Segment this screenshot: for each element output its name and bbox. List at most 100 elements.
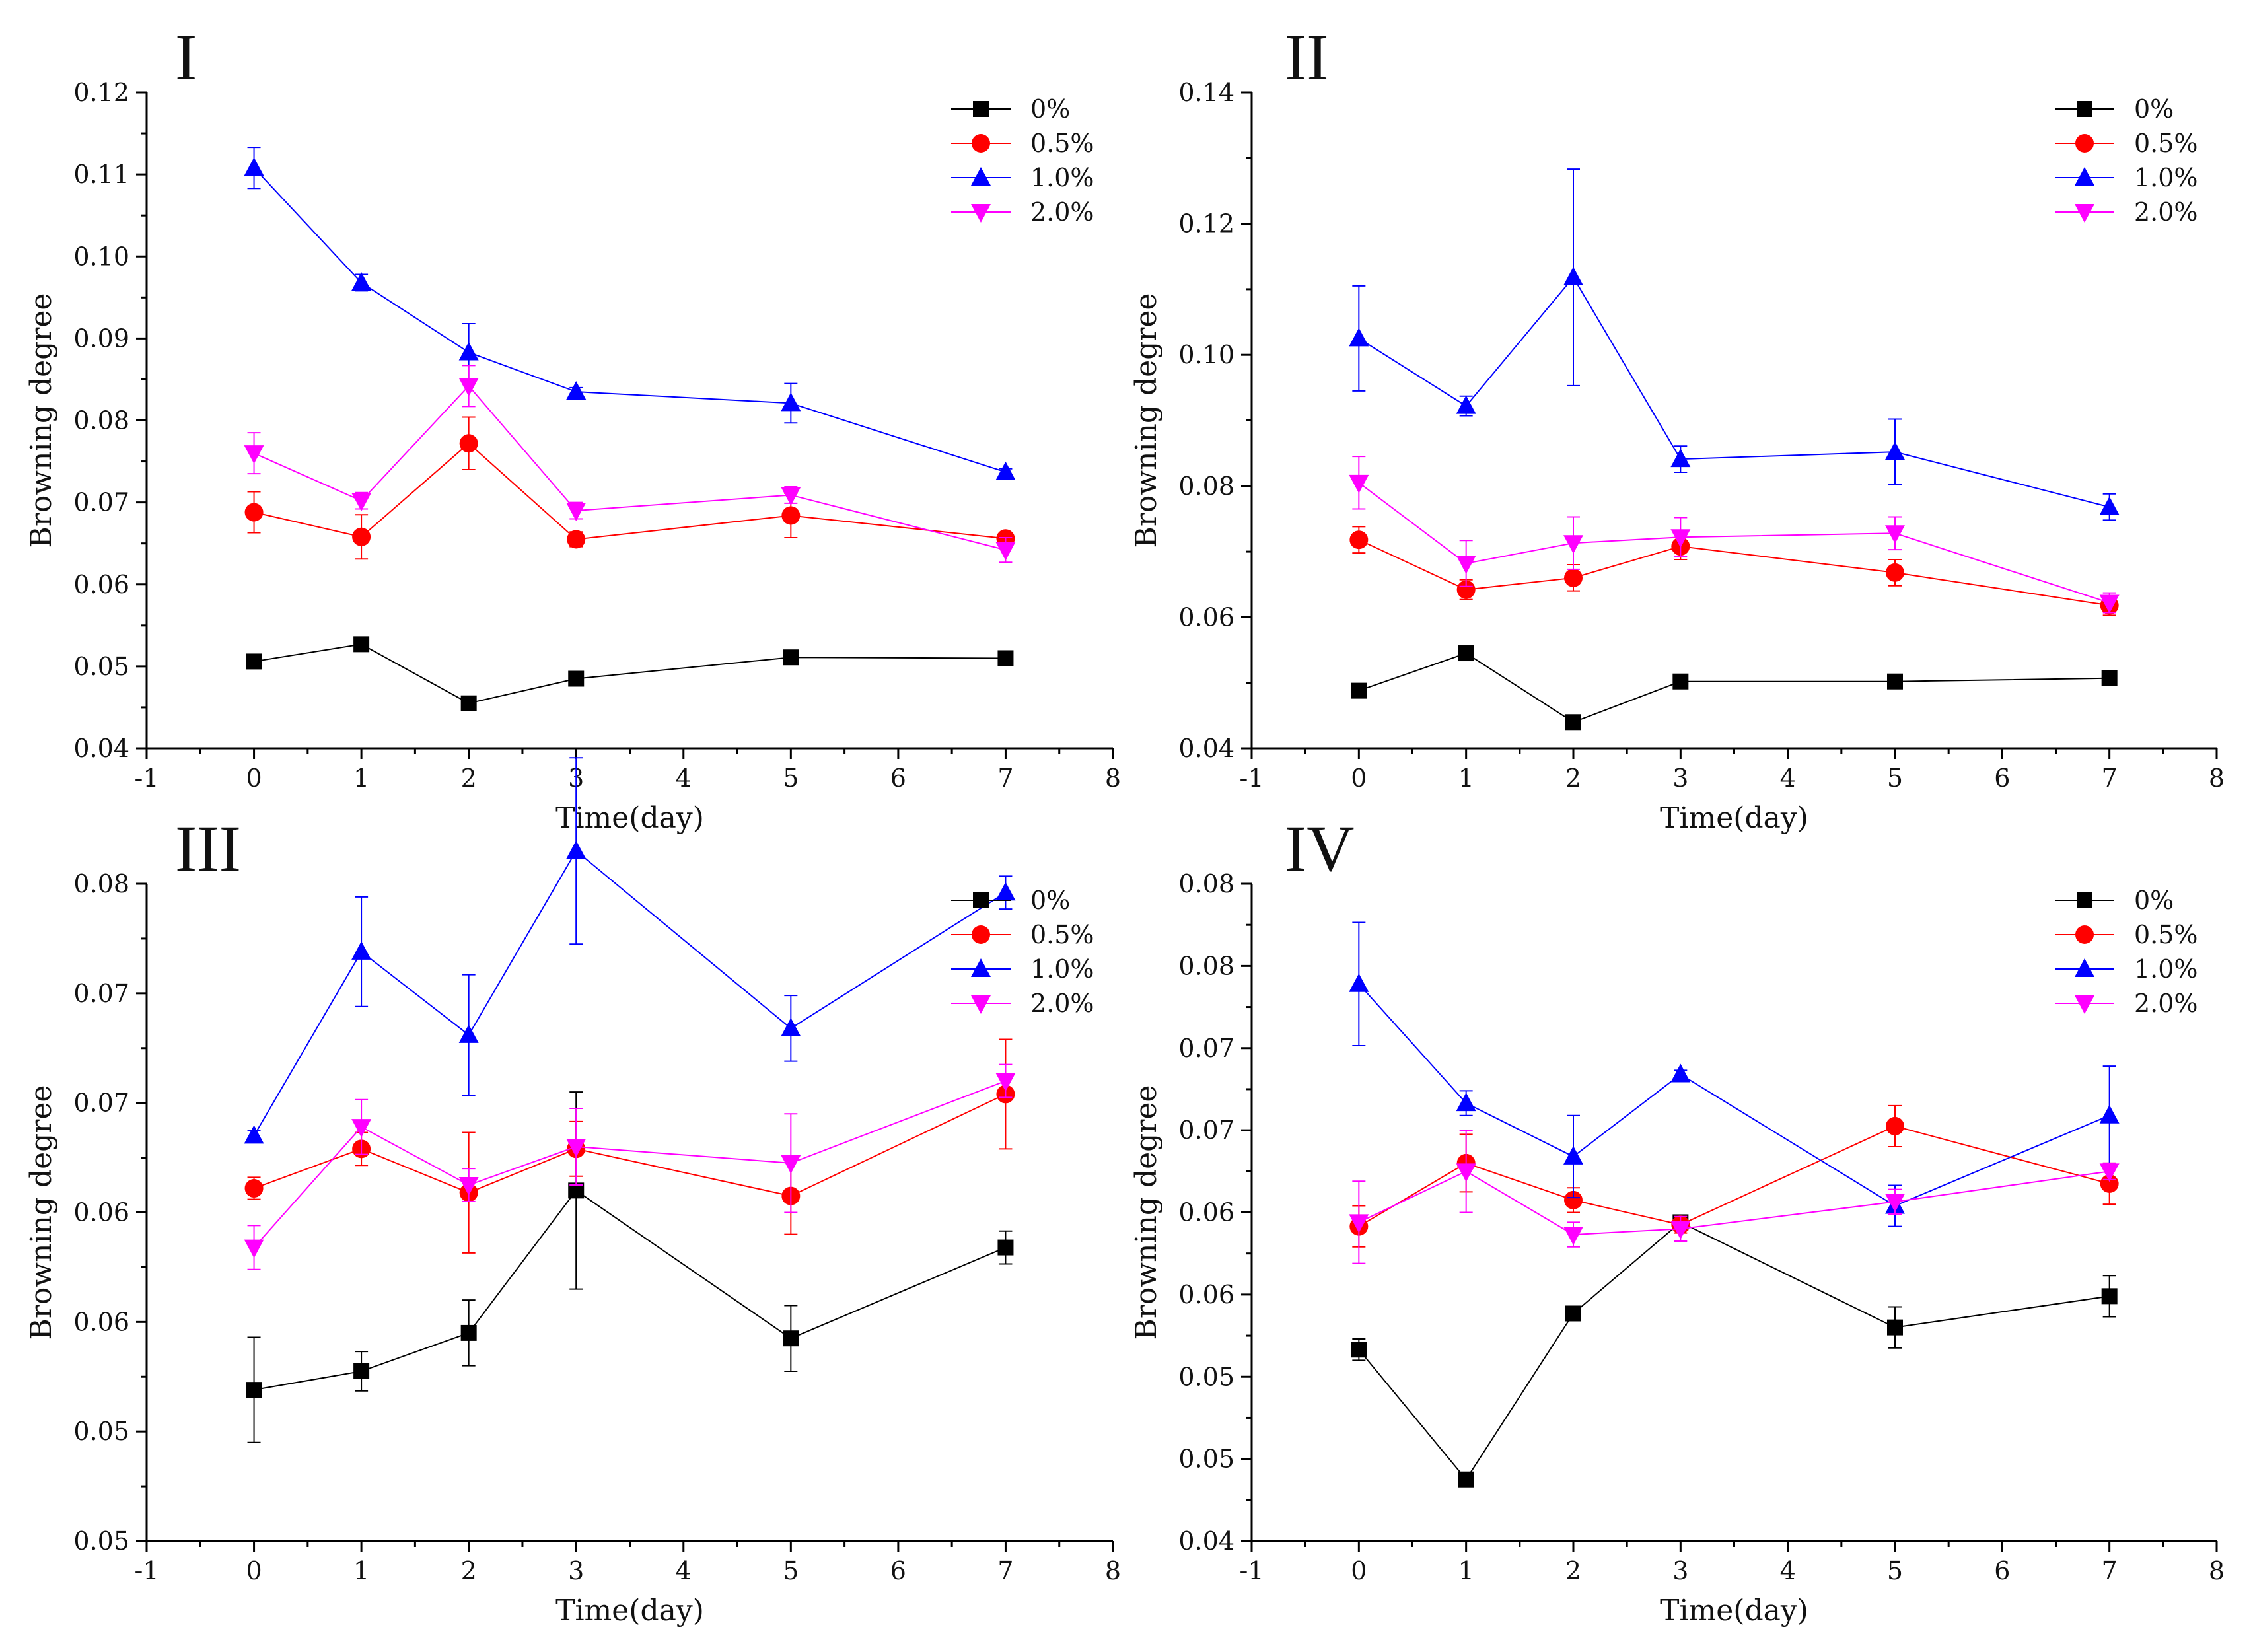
series-2-0pct [1349, 1130, 2120, 1264]
x-tick-label: 6 [890, 1556, 906, 1585]
legend-marker [2075, 167, 2094, 186]
y-tick-label: 0.07 [73, 1089, 129, 1118]
y-tick-label: 0.04 [1178, 1526, 1234, 1556]
legend: 0% 0.5% 1.0% 2.0% [2055, 886, 2198, 1018]
series-line [1358, 482, 2110, 604]
data-point [568, 670, 585, 687]
data-point [2101, 1288, 2118, 1305]
data-point [781, 487, 801, 506]
series-line [1358, 1170, 2110, 1236]
legend-marker [972, 925, 990, 944]
y-tick-label: 0.07 [1178, 1116, 1234, 1145]
y-tick-label: 0.10 [73, 242, 129, 271]
legend-label: 2.0% [1030, 198, 1094, 227]
data-point [460, 1324, 477, 1341]
x-tick-label: -1 [1239, 1556, 1264, 1585]
legend: 0% 0.5% 1.0% 2.0% [951, 886, 1094, 1018]
data-point [566, 503, 587, 522]
data-point [1670, 449, 1691, 468]
data-point [246, 1382, 262, 1398]
x-tick-label: 8 [2209, 764, 2225, 793]
legend-marker [2075, 134, 2094, 153]
y-tick-label: 0.06 [1178, 602, 1234, 631]
x-tick-label: -1 [134, 1556, 159, 1585]
x-tick-label: 3 [568, 1556, 584, 1585]
x-tick-label: 6 [890, 764, 906, 793]
x-tick-label: 2 [1565, 1556, 1581, 1585]
y-tick-label: 0.08 [1178, 472, 1234, 501]
legend-marker [973, 892, 989, 908]
x-tick-label: 2 [461, 764, 477, 793]
y-tick-label: 0.05 [73, 1417, 129, 1446]
legend-label: 1.0% [1030, 954, 1094, 984]
x-tick-label: 5 [1887, 764, 1903, 793]
legend-marker [971, 958, 991, 977]
data-point [1565, 1305, 1581, 1322]
x-tick-label: 2 [1565, 764, 1581, 793]
x-tick-label: 0 [1351, 764, 1367, 793]
y-tick-label: 0.05 [1178, 1445, 1234, 1474]
data-point [997, 650, 1014, 666]
x-tick-label: 6 [1994, 764, 2010, 793]
data-point [1885, 525, 1905, 544]
series-0pct [1351, 1214, 2118, 1488]
legend-label: 1.0% [2134, 163, 2198, 192]
legend-label: 2.0% [2134, 989, 2198, 1018]
data-point [1670, 1221, 1691, 1240]
x-tick-label: 4 [1780, 1556, 1796, 1585]
x-tick-label: 5 [783, 1556, 799, 1585]
data-point [566, 840, 587, 859]
x-tick-label: 8 [1105, 1556, 1121, 1585]
x-tick-label: 5 [1887, 1556, 1903, 1585]
data-point [1887, 673, 1903, 690]
legend: 0% 0.5% 1.0% 2.0% [951, 94, 1094, 227]
data-point [1563, 1145, 1583, 1165]
legend-marker [971, 204, 991, 223]
data-point [2099, 1163, 2120, 1182]
legend-label: 2.0% [2134, 198, 2198, 227]
data-point [244, 503, 264, 522]
data-point [458, 1024, 479, 1043]
y-tick-label: 0.08 [1178, 869, 1234, 898]
series-1-0pct [244, 757, 1016, 1144]
x-tick-label: 0 [246, 1556, 262, 1585]
x-tick-label: 4 [1780, 764, 1796, 793]
data-point [566, 381, 587, 400]
data-point [1456, 1163, 1476, 1182]
y-tick-label: 0.12 [1178, 209, 1234, 238]
y-tick-label: 0.08 [73, 869, 129, 898]
x-tick-label: 0 [1351, 1556, 1367, 1585]
data-point [995, 542, 1016, 561]
legend-marker [2075, 995, 2094, 1014]
series-2-0pct [244, 1063, 1016, 1270]
data-point [781, 506, 801, 525]
data-point [2101, 670, 2118, 686]
y-tick-label: 0.11 [73, 160, 129, 189]
x-tick-label: 2 [461, 1556, 477, 1585]
data-point [1563, 1227, 1583, 1246]
series-line [254, 643, 1006, 704]
series-line [1358, 539, 2110, 606]
series-0-5pct [244, 1038, 1015, 1254]
x-tick-label: 0 [246, 764, 262, 793]
series-line [254, 1189, 1006, 1391]
data-point [1670, 529, 1691, 548]
series-line [1358, 1125, 2110, 1227]
legend-marker [972, 134, 990, 153]
legend-marker [2077, 892, 2092, 908]
x-axis-title: Time(day) [1660, 1594, 1808, 1628]
y-tick-label: 0.04 [73, 734, 129, 763]
x-tick-label: 4 [676, 1556, 692, 1585]
data-point [1670, 1063, 1691, 1083]
legend-label: 0.5% [1030, 920, 1094, 949]
data-point [459, 434, 478, 453]
panel-label: I [175, 20, 197, 94]
legend-marker [2075, 204, 2094, 223]
series-line [1358, 984, 2110, 1207]
data-point [1458, 1471, 1474, 1488]
x-axis-title: Time(day) [555, 1594, 704, 1628]
y-tick-label: 0.06 [73, 570, 129, 599]
data-point [351, 1119, 372, 1138]
data-point [2099, 496, 2120, 515]
data-point [1885, 1194, 1905, 1213]
